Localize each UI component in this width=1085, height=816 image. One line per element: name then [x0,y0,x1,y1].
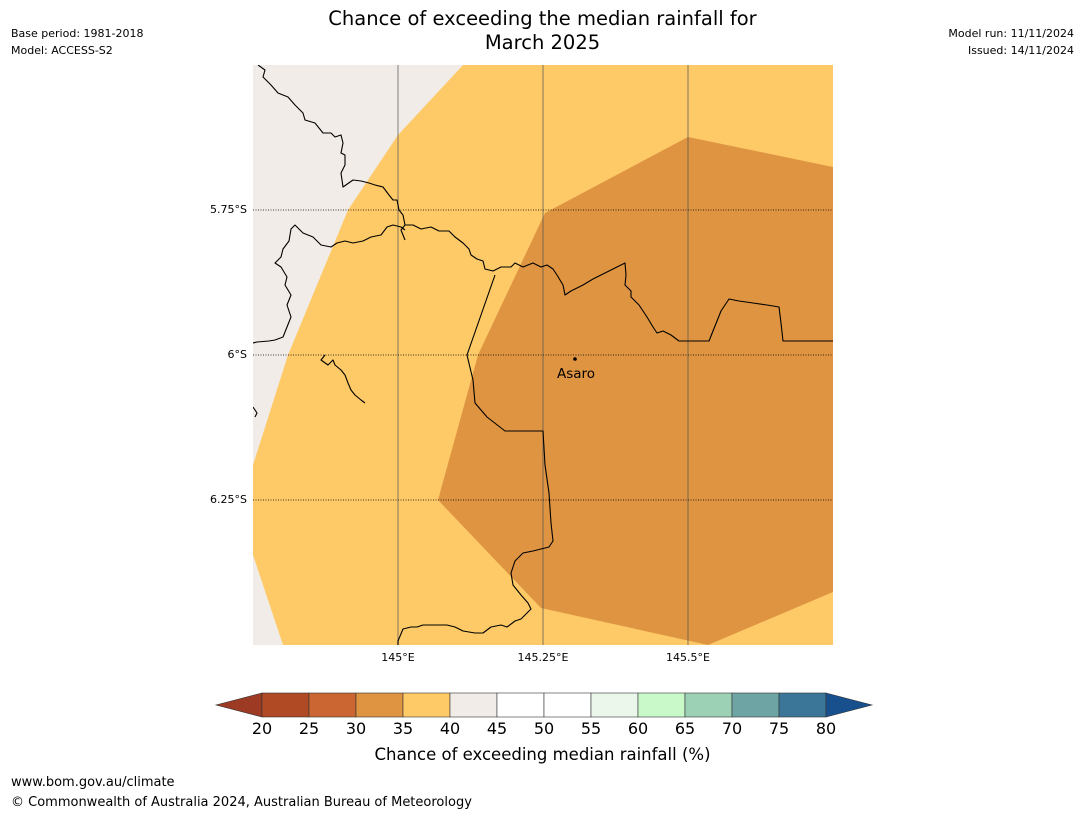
model-text: Model: ACCESS-S2 [11,44,113,57]
metadata-left: Base period: 1981-2018 Model: ACCESS-S2 [11,25,143,59]
colorbar-cell [684,692,733,718]
colorbar-label: Chance of exceeding median rainfall (%) [374,745,711,764]
base-period-text: Base period: 1981-2018 [11,27,144,40]
lon-label-145e: 145°E [381,651,415,664]
colorbar-tick-label: 65 [674,719,696,738]
colorbar-cell [731,692,780,718]
colorbar-tick-label: 55 [580,719,602,738]
colorbar-extend-high [825,692,874,718]
parallel-lines [253,209,833,501]
province-borders [253,65,833,645]
colorbar-tick-label: 30 [345,719,367,738]
colorbar-cell [402,692,451,718]
colorbar-tick-label: 70 [721,719,743,738]
chart-title: Chance of exceeding the median rainfall … [0,7,1085,55]
rainfall-zone-30-35 [438,137,833,645]
title-line-2: March 2025 [484,31,601,54]
colorbar-cell [355,692,404,718]
colorbar-tick-label: 40 [439,719,461,738]
lat-label-6-25s: 6.25°S [210,493,247,506]
colorbar-tick-label: 45 [486,719,508,738]
colorbar-tick-label: 20 [251,719,273,738]
colorbar-cells [214,692,874,718]
colorbar-tick-label: 75 [768,719,790,738]
colorbar-cell [778,692,827,718]
border-top-ridge [405,224,833,342]
colorbar-tick-label: 60 [627,719,649,738]
map-svg: Asaro [253,65,833,645]
colorbar-cell [590,692,639,718]
colorbar-extend-low [214,692,263,718]
border-central-south [397,274,554,645]
model-run-text: Model run: 11/11/2024 [948,27,1074,40]
map-panel: Asaro [253,65,833,645]
colorbar-cell [308,692,357,718]
colorbar-tick-label: 35 [392,719,414,738]
footer-copyright: © Commonwealth of Australia 2024, Austra… [11,795,472,810]
colorbar-cell [496,692,545,718]
footer-url[interactable]: www.bom.gov.au/climate [11,775,175,790]
border-left-stub [253,406,258,418]
lat-label-5-75s: 5.75°S [210,203,247,216]
issued-text: Issued: 14/11/2024 [967,44,1074,57]
colorbar [214,692,874,718]
lat-label-6s: 6°S [227,348,247,361]
colorbar-tick-label: 50 [533,719,555,738]
lon-label-145-5e: 145.5°E [666,651,710,664]
asaro-marker [573,357,577,361]
border-central [320,354,366,404]
colorbar-cell [261,692,310,718]
colorbar-tick-label: 25 [298,719,320,738]
colorbar-tick-label: 80 [815,719,837,738]
title-line-1: Chance of exceeding the median rainfall … [328,7,757,30]
metadata-right: Model run: 11/11/2024 Issued: 14/11/2024 [948,25,1074,59]
asaro-label: Asaro [557,366,595,382]
colorbar-cell [449,692,498,718]
lon-label-145-25e: 145.25°E [517,651,569,664]
colorbar-cell [543,692,592,718]
border-ridge [253,224,406,344]
colorbar-cell [637,692,686,718]
border-northwest [257,65,406,241]
